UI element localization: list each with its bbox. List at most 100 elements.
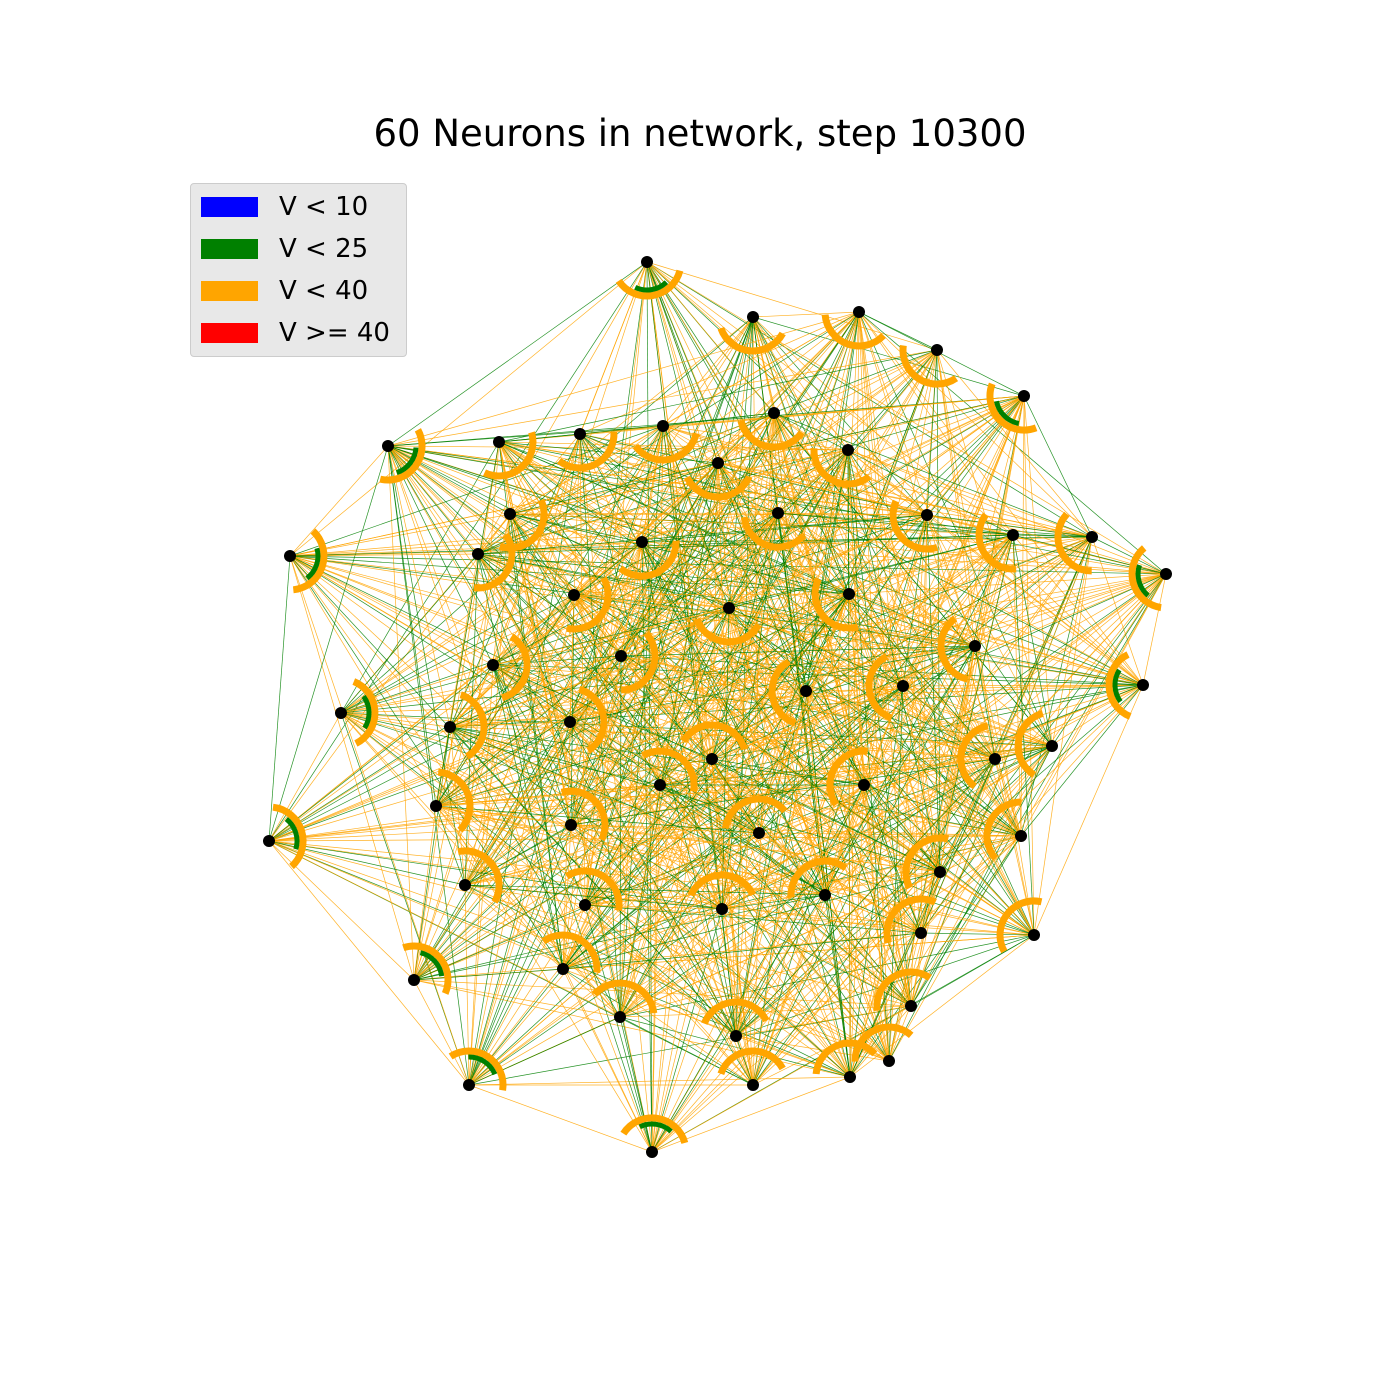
synapse-edge [268, 712, 342, 842]
synapse-edge [711, 758, 941, 873]
synapse-edge [492, 664, 572, 826]
synapse-edge [573, 594, 941, 873]
synapse-edge [477, 425, 664, 555]
synapse-edge [939, 758, 996, 873]
arrowhead-ring [284, 817, 300, 850]
synapse-edge [902, 685, 996, 760]
synapse-edge [435, 726, 451, 807]
synapse-edge [619, 655, 622, 1018]
synapse-edge [711, 534, 1014, 760]
synapse-edge [646, 261, 1144, 686]
synapse-edge [570, 685, 904, 826]
synapse-edge [449, 726, 941, 873]
neuron-node [853, 306, 865, 318]
legend-label: V >= 40 [279, 318, 390, 348]
synapse-edge [477, 553, 976, 647]
synapse-edge [863, 784, 1022, 837]
synapse-edge [268, 534, 1014, 842]
synapse-edge [848, 573, 1167, 595]
synapse-edge [579, 433, 621, 1018]
synapse-edge [888, 685, 904, 1062]
synapse-edge [910, 871, 941, 1007]
arrowhead-ring [1135, 564, 1150, 598]
synapse-edge [584, 412, 775, 906]
arrowhead-ring [787, 857, 848, 898]
synapse-edge [711, 758, 865, 786]
neuron-node [768, 407, 780, 419]
synapse-edge [619, 1005, 912, 1018]
arrowhead-ring [851, 1023, 914, 1062]
synapse-edge [468, 908, 723, 1086]
synapse-edge [268, 840, 621, 1018]
synapse-edge [579, 433, 1144, 686]
synapse-edge [721, 758, 996, 910]
arrowhead-ring [873, 968, 932, 1012]
arrowhead-ring [448, 1047, 507, 1091]
synapse-edge [435, 553, 479, 807]
synapse-edge [721, 908, 754, 1086]
neuron-node [1137, 679, 1149, 691]
synapse-edge [435, 349, 938, 807]
synapse-edge [584, 685, 904, 906]
synapse-edge [902, 536, 1093, 687]
synapse-edge [584, 655, 622, 906]
synapse-edge [387, 445, 976, 647]
neuron-node [504, 508, 516, 520]
synapse-edge [387, 445, 575, 596]
synapse-edge [435, 805, 826, 896]
synapse-edge [449, 593, 850, 728]
synapse-edge [570, 593, 850, 826]
neuron-node [858, 779, 870, 791]
arrowhead-ring [983, 798, 1022, 861]
synapse-edge [711, 449, 849, 760]
synapse-edge [449, 541, 643, 728]
arrowhead-ring [1128, 545, 1162, 612]
neuron-node [800, 685, 812, 697]
arrowhead-ring [1054, 511, 1092, 575]
synapse-edge [477, 553, 572, 826]
synapse-edge [562, 932, 922, 970]
synapse-edge [936, 349, 976, 647]
synapse-edge [492, 664, 922, 934]
synapse-edge [449, 664, 494, 728]
synapse-edge [939, 536, 1093, 873]
synapse-edge [619, 908, 723, 1018]
synapse-edge [435, 536, 1093, 807]
legend-item-green: V < 25 [191, 234, 406, 264]
synapse-edge [435, 805, 760, 834]
synapse-edge [584, 904, 653, 1153]
synapse-edge [387, 445, 511, 515]
synapse-edge [926, 514, 996, 760]
synapse-edge [573, 594, 922, 934]
synapse-edge [498, 441, 996, 760]
synapse-edge [728, 512, 779, 609]
synapse-edge [573, 593, 850, 596]
synapse-edge [994, 758, 1035, 936]
synapse-edge [735, 593, 850, 1037]
synapse-edge [717, 462, 737, 1037]
synapse-edge [920, 684, 1144, 934]
synapse-edge [289, 555, 826, 896]
synapse-edge [620, 655, 723, 910]
synapse-edge [464, 541, 643, 886]
synapse-edge [477, 553, 1053, 747]
edge-layer [268, 261, 1167, 1153]
arrowhead-ring [361, 694, 372, 730]
synapse-edge [1023, 395, 1035, 936]
synapse-edge [387, 445, 494, 666]
synapse-edge [641, 311, 860, 543]
synapse-edge [509, 513, 851, 1078]
synapse-edge [268, 835, 1022, 842]
synapse-edge [477, 553, 754, 1086]
synapse-edge [641, 541, 922, 934]
arrowhead-ring [996, 897, 1043, 954]
synapse-edge [847, 449, 865, 786]
synapse-edge [449, 726, 466, 886]
synapse-edge [620, 655, 826, 896]
synapse-edge [651, 784, 865, 1153]
arrowhead-ring [889, 499, 939, 553]
synapse-edge [492, 607, 730, 666]
synapse-edge [1023, 395, 1093, 538]
arrowhead-ring [500, 633, 531, 702]
synapse-edge [562, 908, 723, 970]
